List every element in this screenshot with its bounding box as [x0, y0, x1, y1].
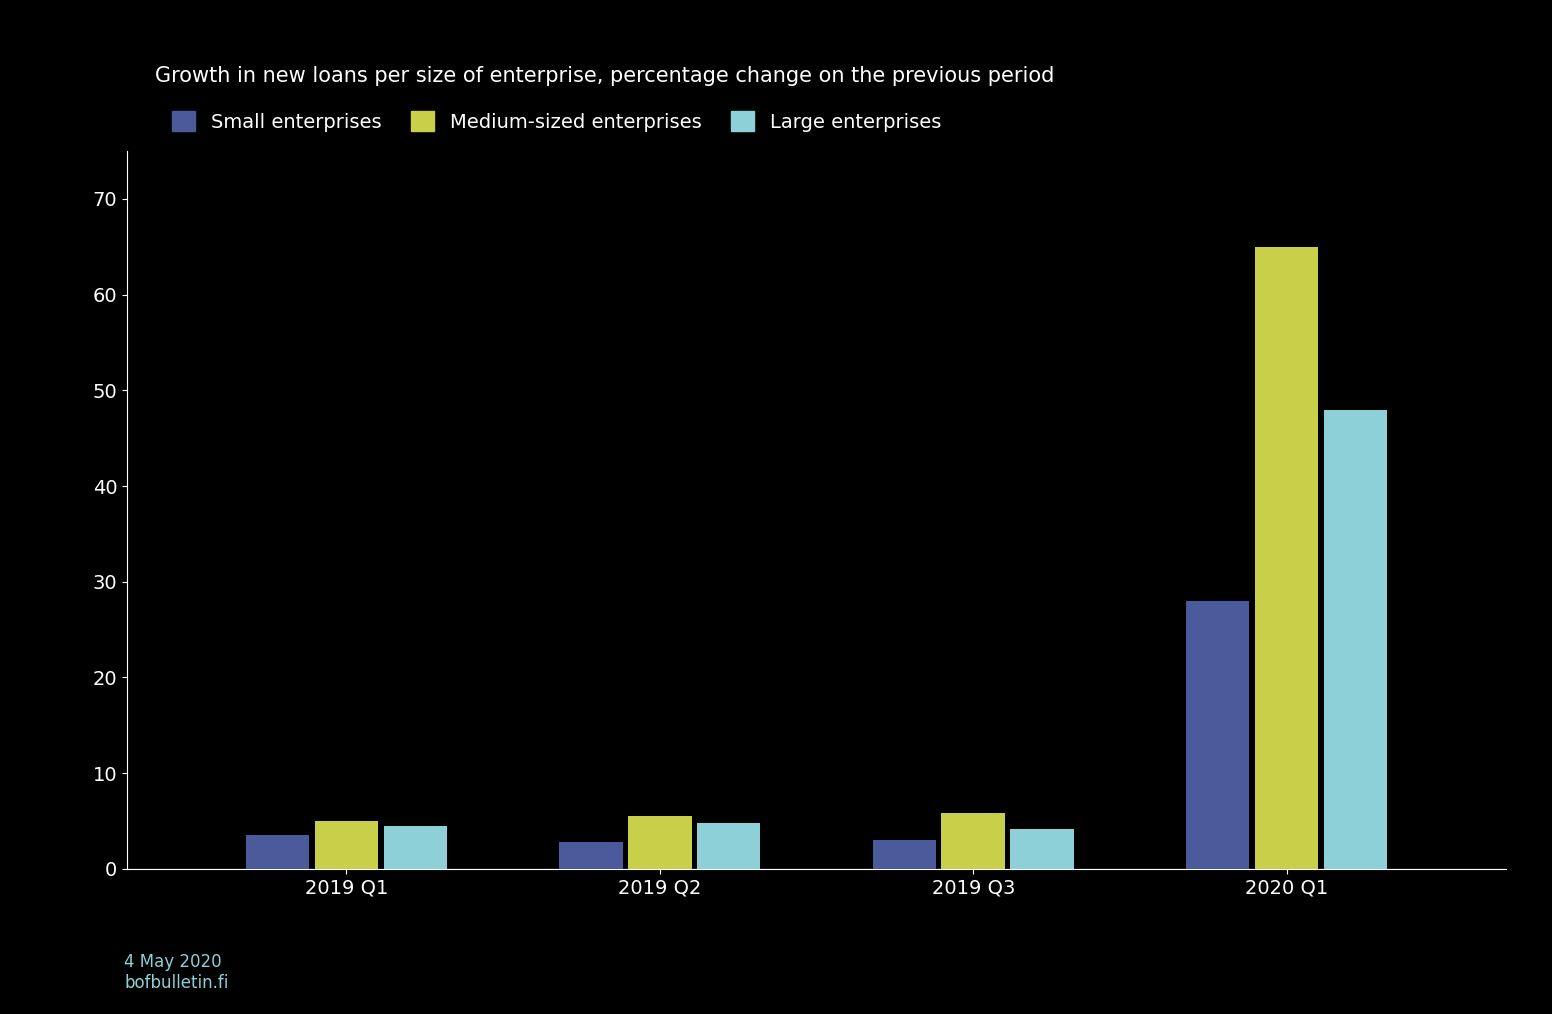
Text: Growth in new loans per size of enterprise, percentage change on the previous pe: Growth in new loans per size of enterpri… — [155, 66, 1054, 86]
Bar — [383, 825, 447, 869]
Bar — [872, 841, 936, 869]
Text: 4 May 2020
bofbulletin.fi: 4 May 2020 bofbulletin.fi — [124, 953, 228, 992]
Bar — [315, 821, 379, 869]
Bar — [697, 823, 760, 869]
Bar — [942, 813, 1006, 869]
Bar — [1324, 410, 1387, 869]
Legend: Small enterprises, Medium-sized enterprises, Large enterprises: Small enterprises, Medium-sized enterpri… — [165, 103, 948, 140]
Bar — [1256, 246, 1318, 869]
Bar — [559, 842, 622, 869]
Bar — [245, 836, 309, 869]
Bar — [1010, 828, 1074, 869]
Bar — [629, 816, 692, 869]
Bar — [1186, 601, 1249, 869]
